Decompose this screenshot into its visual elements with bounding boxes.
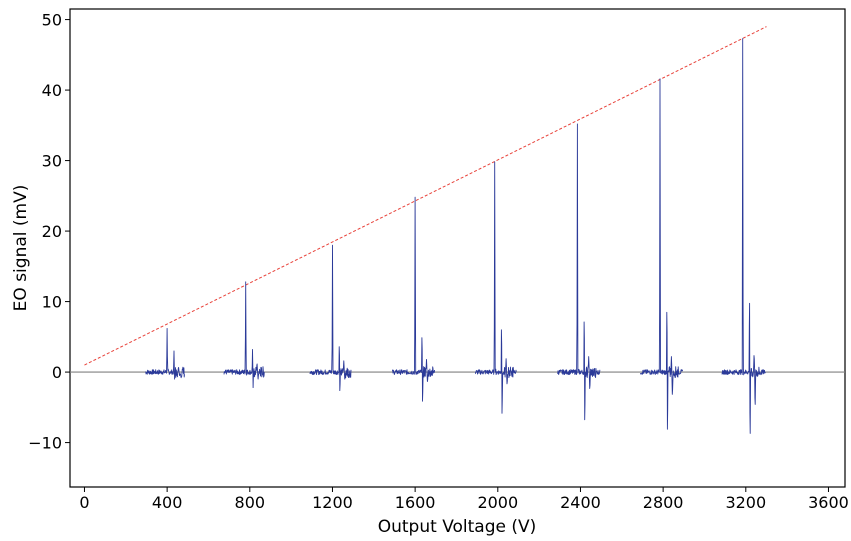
signal-burst-3 [309, 244, 352, 392]
x-tick-label: 2000 [477, 493, 518, 512]
signal-burst-7 [639, 78, 684, 430]
signal-burst-1 [145, 327, 185, 380]
signal-burst-8 [721, 38, 766, 434]
signal-burst-2 [223, 281, 265, 389]
y-tick-label: 40 [42, 81, 62, 100]
y-axis-title: EO signal (mV) [11, 185, 31, 312]
y-tick-label: 50 [42, 11, 62, 30]
x-axis-ticks: 0 400 800 1200 1600 2000 2400 2800 3200 3600 [79, 487, 849, 512]
signal-burst-5 [474, 161, 517, 414]
y-axis-ticks: −10 0 10 20 30 40 50 [28, 11, 70, 453]
x-tick-label: 3200 [725, 493, 766, 512]
x-axis-title: Output Voltage (V) [378, 517, 537, 537]
y-tick-label: 10 [42, 293, 62, 312]
x-tick-label: 400 [152, 493, 183, 512]
signal-burst-4 [391, 196, 436, 402]
plot-frame [69, 8, 846, 488]
signal-series [145, 38, 766, 434]
x-tick-label: 0 [79, 493, 89, 512]
x-tick-label: 2400 [560, 493, 601, 512]
x-tick-label: 3600 [808, 493, 849, 512]
y-tick-label: 20 [42, 222, 62, 241]
signal-burst-6 [557, 123, 601, 421]
trend-line-path [84, 26, 767, 366]
y-tick-label: 0 [52, 363, 62, 382]
x-tick-label: 2800 [643, 493, 684, 512]
x-tick-label: 1600 [395, 493, 436, 512]
trend-line [84, 26, 767, 366]
x-tick-label: 1200 [312, 493, 353, 512]
y-tick-label: 30 [42, 152, 62, 171]
x-tick-label: 800 [235, 493, 266, 512]
y-tick-label: −10 [28, 434, 62, 453]
